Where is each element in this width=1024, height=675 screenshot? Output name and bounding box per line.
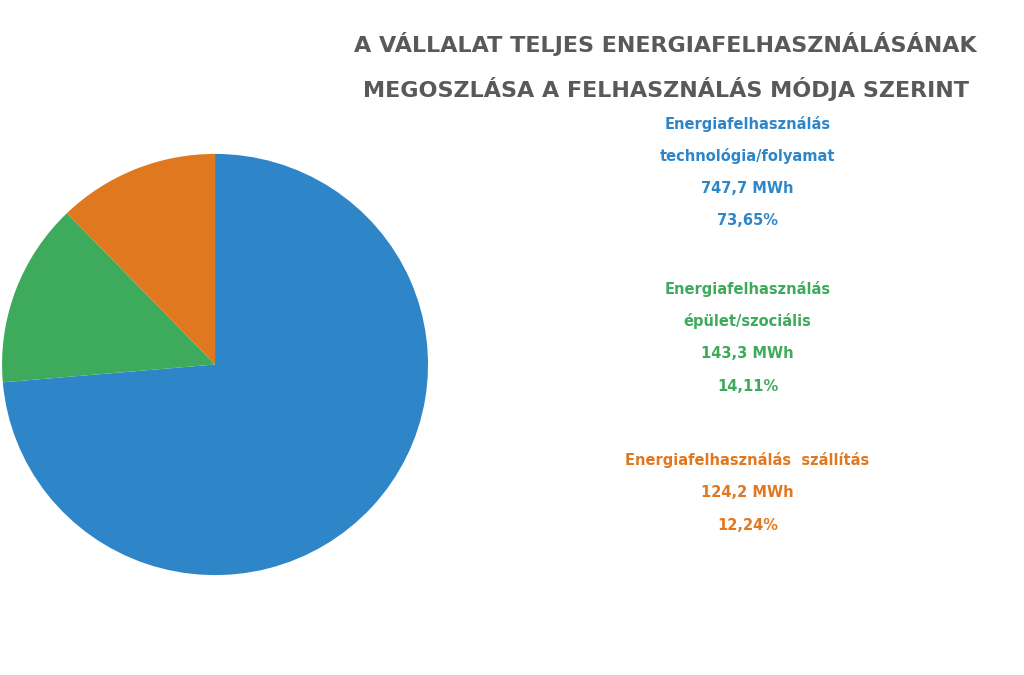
Text: Energiafelhasználás: Energiafelhasználás [665, 281, 830, 297]
Text: 143,3 MWh: 143,3 MWh [701, 346, 794, 361]
Text: technológia/folyamat: technológia/folyamat [659, 148, 836, 164]
Text: 124,2 MWh: 124,2 MWh [701, 485, 794, 500]
Text: Energiafelhasználás: Energiafelhasználás [665, 115, 830, 132]
Wedge shape [3, 154, 428, 575]
Wedge shape [2, 213, 215, 382]
Text: Energiafelhasználás  szállítás: Energiafelhasználás szállítás [626, 452, 869, 468]
Text: 14,11%: 14,11% [717, 379, 778, 394]
Text: 73,65%: 73,65% [717, 213, 778, 228]
Text: épület/szociális: épület/szociális [684, 313, 811, 329]
Text: 747,7 MWh: 747,7 MWh [701, 181, 794, 196]
Text: MEGOSZLÁSA A FELHASZNÁLÁS MÓDJA SZERINT: MEGOSZLÁSA A FELHASZNÁLÁS MÓDJA SZERINT [362, 77, 969, 101]
Wedge shape [67, 154, 215, 365]
Text: 12,24%: 12,24% [717, 518, 778, 533]
Text: A VÁLLALAT TELJES ENERGIAFELHASZNÁLÁSÁNAK: A VÁLLALAT TELJES ENERGIAFELHASZNÁLÁSÁNA… [354, 32, 977, 56]
